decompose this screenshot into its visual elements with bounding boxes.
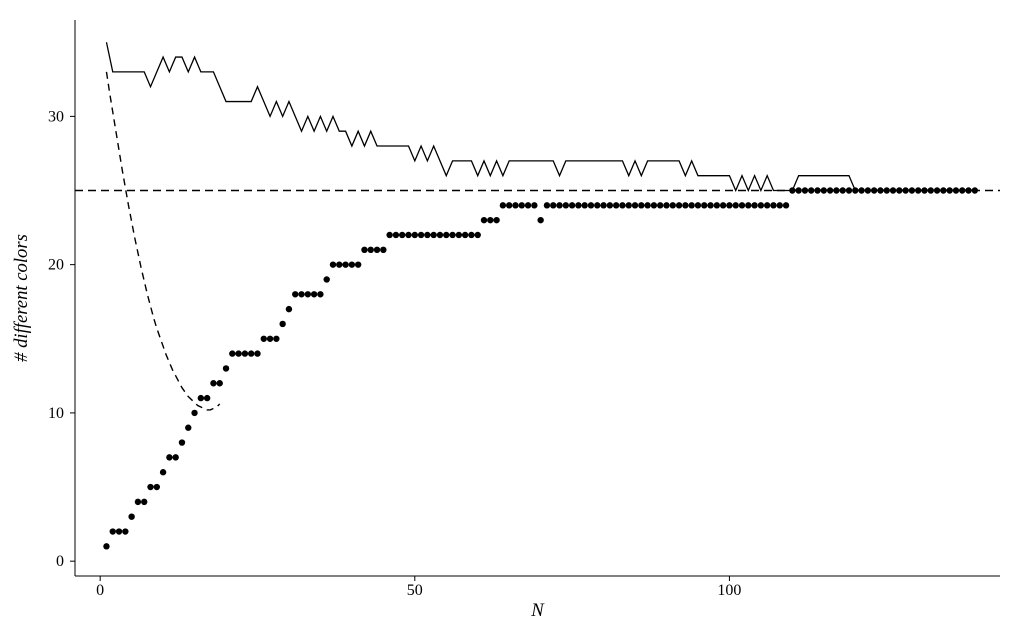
y-tick-label: 30 [48, 108, 64, 125]
dashed-curve [106, 72, 219, 410]
y-axis-label: # different colors [11, 234, 32, 362]
upper-solid-line [106, 42, 974, 190]
scatter-points [103, 187, 978, 549]
x-axis-label: N [530, 600, 545, 621]
y-tick-label: 20 [48, 257, 64, 274]
chart-container: 0 50 100 0 10 20 30 N # different colors [0, 0, 1024, 632]
axes-group: 0 50 100 0 10 20 30 [48, 20, 1000, 599]
x-tick-label: 50 [407, 582, 423, 599]
x-tick-label: 0 [96, 582, 104, 599]
y-tick-label: 10 [48, 405, 64, 422]
x-tick-label: 100 [717, 582, 741, 599]
y-tick-label: 0 [56, 553, 64, 570]
chart-svg: 0 50 100 0 10 20 30 N # different colors [0, 0, 1024, 632]
